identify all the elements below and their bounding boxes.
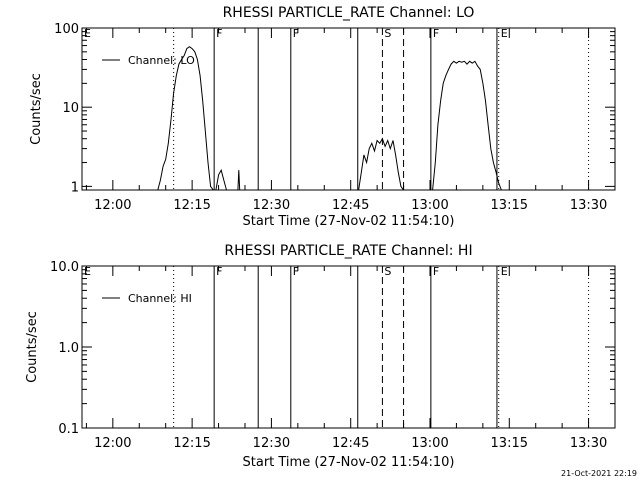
x-tick-label: 13:15 bbox=[491, 436, 528, 451]
x-tick-label: 12:45 bbox=[332, 436, 369, 451]
x-axis-label: Start Time (27-Nov-02 11:54:10) bbox=[243, 214, 455, 229]
data-series-line bbox=[237, 170, 241, 191]
x-axis-label: Start Time (27-Nov-02 11:54:10) bbox=[243, 455, 455, 470]
y-tick-label: 10 bbox=[62, 101, 79, 116]
x-tick-label: 12:15 bbox=[173, 436, 210, 451]
x-tick-label: 13:00 bbox=[411, 198, 448, 213]
x-tick-label: 13:30 bbox=[570, 198, 607, 213]
event-flag: S bbox=[384, 27, 391, 40]
event-flag: E bbox=[501, 27, 508, 40]
x-tick-label: 13:00 bbox=[411, 436, 448, 451]
plot-frame bbox=[81, 265, 616, 429]
chart-panel-2: RHESSI PARTICLE_RATE Channel: HI 0.1 1.0 10… bbox=[25, 243, 616, 470]
event-flag: F bbox=[433, 265, 439, 278]
chart-panel-1: RHESSI PARTICLE_RATE Channel: LO 1 10 100 12… bbox=[29, 5, 616, 229]
legend-label: Channel: HI bbox=[128, 292, 192, 305]
chart-title: RHESSI PARTICLE_RATE Channel: LO bbox=[223, 5, 475, 21]
y-tick-label: 0.1 bbox=[58, 422, 79, 437]
data-series-line bbox=[432, 60, 502, 191]
event-flag: F bbox=[293, 27, 299, 40]
data-series-line bbox=[358, 137, 404, 191]
y-tick-label: 10.0 bbox=[50, 260, 79, 275]
x-tick-label: 12:30 bbox=[253, 436, 290, 451]
y-tick-label: 1 bbox=[71, 180, 79, 195]
event-flag: E bbox=[84, 27, 91, 40]
event-flag: S bbox=[384, 265, 391, 278]
data-series-line bbox=[215, 168, 227, 191]
x-tick-label: 12:15 bbox=[173, 198, 210, 213]
x-tick-label: 12:30 bbox=[253, 198, 290, 213]
event-flag: F bbox=[216, 27, 222, 40]
event-flag: E bbox=[501, 265, 508, 278]
y-axis-label: Counts/sec bbox=[29, 73, 44, 145]
x-tick-label: 12:45 bbox=[332, 198, 369, 213]
x-tick-label: 13:30 bbox=[570, 436, 607, 451]
x-tick-label: 13:15 bbox=[491, 198, 528, 213]
x-tick-label: 12:00 bbox=[94, 436, 131, 451]
y-tick-label: 1.0 bbox=[58, 341, 79, 356]
event-flag: E bbox=[84, 265, 91, 278]
event-flag: F bbox=[293, 265, 299, 278]
event-flag: F bbox=[433, 27, 439, 40]
plot-frame bbox=[81, 27, 616, 191]
chart-title: RHESSI PARTICLE_RATE Channel: HI bbox=[224, 243, 472, 259]
y-tick-label: 100 bbox=[54, 22, 79, 37]
x-tick-label: 12:00 bbox=[94, 198, 131, 213]
event-flag: F bbox=[216, 265, 222, 278]
data-series-line bbox=[157, 46, 214, 191]
footer-timestamp: 21-Oct-2021 22:19 bbox=[561, 469, 637, 478]
legend-label: Channel: LO bbox=[128, 54, 195, 67]
y-axis-label: Counts/sec bbox=[25, 311, 40, 383]
